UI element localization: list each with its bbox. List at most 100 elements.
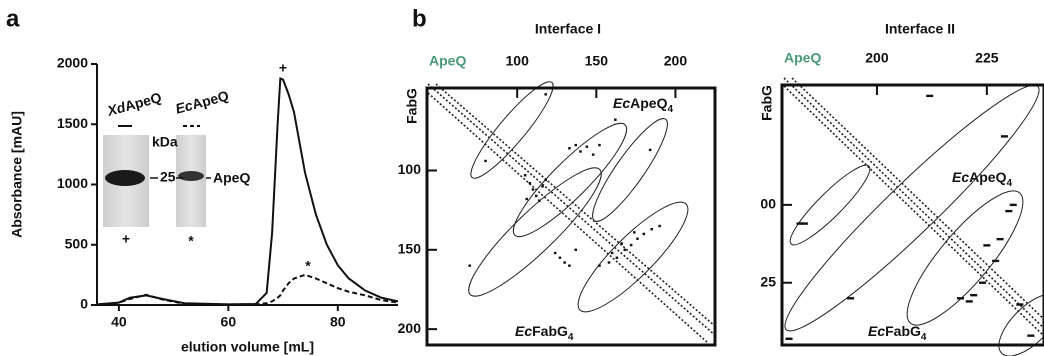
x-tick-label: 80 xyxy=(330,314,346,330)
contact xyxy=(614,119,617,121)
text-part: ApeQ xyxy=(969,169,1006,185)
contact xyxy=(1010,204,1017,206)
contact xyxy=(544,179,547,181)
contact xyxy=(1027,334,1034,336)
contact xyxy=(620,242,623,244)
map-label: EcFabG4 xyxy=(515,323,574,343)
contact xyxy=(966,300,973,302)
lane-label: XdApeQ xyxy=(105,89,164,119)
text-part: FabG xyxy=(532,323,568,339)
contact xyxy=(1001,135,1008,137)
contact xyxy=(532,188,535,190)
contact xyxy=(484,160,487,162)
contact xyxy=(529,182,532,184)
contact xyxy=(586,145,589,147)
y-tick-label: 1500 xyxy=(57,115,88,131)
x-tick-label: 225 xyxy=(975,50,999,66)
y-tick-label: 1000 xyxy=(57,175,88,191)
contact xyxy=(598,144,601,146)
x-tick-label: 200 xyxy=(865,50,889,66)
lane-label: EcApeQ xyxy=(174,87,231,117)
contact xyxy=(624,249,627,251)
contact xyxy=(579,150,582,152)
contact xyxy=(541,185,544,187)
x-axis-label: ApeQ xyxy=(784,50,821,66)
text-part: 4 xyxy=(921,332,927,343)
contact xyxy=(1005,210,1012,212)
peak-annotation: + xyxy=(279,60,287,76)
figure: a b 0 500 1000 1500 2000 40 60 80 Absorbance [mA… xyxy=(0,0,1044,356)
lane-mark: + xyxy=(122,231,130,247)
text-part: Ec xyxy=(868,323,885,339)
plot-frame xyxy=(427,88,715,345)
peak-annotation: * xyxy=(305,258,311,274)
contact xyxy=(559,257,562,259)
text-part: 4 xyxy=(1006,178,1012,189)
y-axis-label: FabG xyxy=(759,85,775,121)
contact xyxy=(658,225,661,227)
y-tick-label: 0 xyxy=(80,296,88,312)
contact xyxy=(801,222,808,224)
contact xyxy=(997,238,1004,240)
x-tick-label: 150 xyxy=(585,53,609,69)
contact xyxy=(979,282,986,284)
text-part: ApeQ xyxy=(190,87,230,112)
x-axis-label: ApeQ xyxy=(429,53,466,69)
y-tick-label: 500 xyxy=(65,235,89,251)
panel-label: b xyxy=(412,5,427,32)
x-tick-label: 100 xyxy=(506,53,530,69)
x-tick-label: 200 xyxy=(664,53,688,69)
band-label: ApeQ xyxy=(213,170,250,186)
contact xyxy=(970,294,977,296)
chart-title: Interface II xyxy=(885,21,955,37)
lane-mark: * xyxy=(188,233,194,249)
series-line xyxy=(97,275,398,305)
map-label: EcApeQ4 xyxy=(613,95,673,115)
contact xyxy=(554,252,557,254)
y-tick-label: 225 xyxy=(753,273,777,289)
contact xyxy=(574,144,577,146)
contact xyxy=(538,199,541,201)
text-part: Ec xyxy=(952,169,969,185)
text-part: ApeQ xyxy=(123,89,163,114)
y-tick-label: 150 xyxy=(398,241,422,257)
marker-size: 25 xyxy=(160,169,176,185)
y-tick-label: 100 xyxy=(398,161,422,177)
contact xyxy=(633,231,636,233)
contact xyxy=(650,228,653,230)
contact xyxy=(535,195,538,197)
contact xyxy=(568,147,571,149)
contact xyxy=(525,198,528,200)
contact xyxy=(611,252,614,254)
text-part: 4 xyxy=(568,332,574,343)
y-tick-label: 200 xyxy=(398,320,422,336)
contact xyxy=(957,297,964,299)
text-part: 4 xyxy=(667,104,673,115)
map-label: EcApeQ4 xyxy=(952,169,1012,189)
text-part: Ec xyxy=(515,323,532,339)
contact xyxy=(598,264,601,266)
contact xyxy=(636,238,639,240)
map-label: EcFabG4 xyxy=(868,323,927,343)
contact xyxy=(574,249,577,251)
text-part: ApeQ xyxy=(630,95,667,111)
contact xyxy=(926,95,933,97)
x-tick-label: 40 xyxy=(111,314,127,330)
contact xyxy=(630,244,633,246)
contact xyxy=(592,153,595,155)
contact xyxy=(568,264,571,266)
chart-title: Interface I xyxy=(535,21,601,37)
x-axis-label: elution volume [mL] xyxy=(181,339,314,355)
x-tick-label: 60 xyxy=(221,314,237,330)
contact xyxy=(643,233,646,235)
gel-band xyxy=(178,171,204,181)
contact xyxy=(608,261,611,263)
contact xyxy=(992,260,999,262)
y-axis-label: Absorbance [mAU] xyxy=(9,111,25,238)
contact xyxy=(616,257,619,259)
y-tick-label: 2000 xyxy=(57,55,88,71)
contact xyxy=(524,174,527,176)
contact xyxy=(649,149,652,151)
panel-label: a xyxy=(6,5,20,32)
